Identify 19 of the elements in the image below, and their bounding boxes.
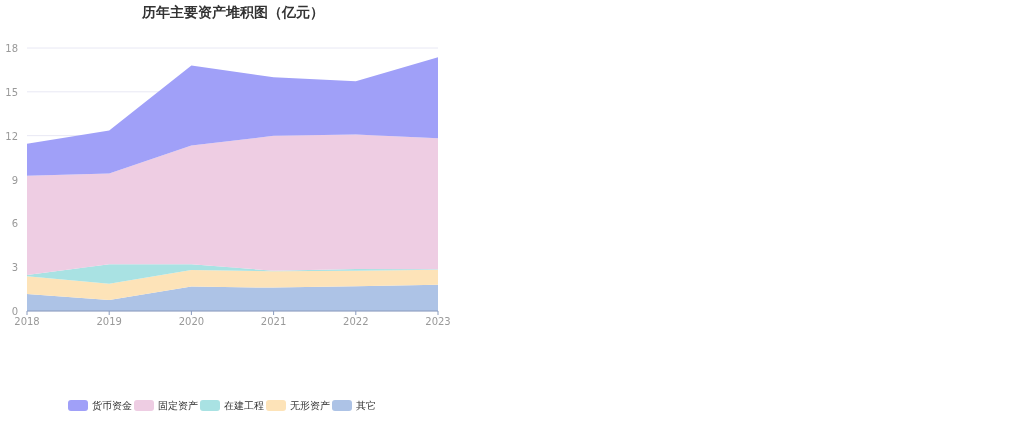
legend-label: 无形资产 — [290, 400, 330, 411]
y-tick-label: 9 — [11, 174, 18, 186]
x-tick-label: 2023 — [425, 316, 451, 327]
y-tick-label: 15 — [5, 86, 18, 98]
y-tick-label: 18 — [5, 43, 18, 54]
x-tick-label: 2021 — [260, 316, 287, 327]
x-tick-label: 2022 — [343, 316, 369, 327]
chart-title: 历年主要资产堆积图（亿元） — [141, 4, 324, 20]
y-tick-label: 6 — [11, 218, 18, 230]
y-tick-label: 3 — [11, 262, 18, 274]
y-tick-label: 12 — [5, 130, 18, 142]
legend-label: 其它 — [356, 400, 376, 411]
legend-label: 固定资产 — [158, 400, 198, 411]
legend-label: 货币资金 — [92, 400, 132, 411]
x-tick-label: 2019 — [96, 316, 122, 327]
x-tick-label: 2018 — [14, 316, 40, 327]
x-tick-label: 2020 — [178, 316, 205, 327]
y-tick-label: 0 — [11, 306, 18, 317]
legend-label: 在建工程 — [224, 400, 264, 411]
